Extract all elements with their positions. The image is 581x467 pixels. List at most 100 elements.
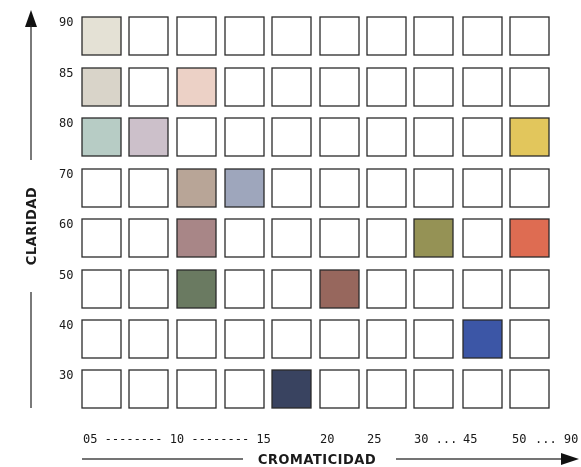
color-swatch (271, 369, 312, 409)
row-label-90: 90 (59, 15, 73, 29)
empty-cell (271, 67, 312, 107)
row-label-50: 50 (59, 268, 73, 282)
empty-cell (366, 369, 407, 409)
color-swatch (509, 117, 550, 157)
x-tick-05-10-15: 05 -------- 10 -------- 15 (83, 432, 271, 446)
empty-cell (81, 168, 122, 208)
color-swatch (224, 168, 265, 208)
empty-cell (462, 67, 503, 107)
empty-cell (128, 269, 169, 309)
color-swatch (509, 218, 550, 258)
empty-cell (224, 67, 265, 107)
color-swatch (81, 16, 122, 56)
empty-cell (176, 16, 217, 56)
color-swatch (176, 218, 217, 258)
empty-cell (509, 369, 550, 409)
empty-cell (224, 369, 265, 409)
empty-cell (462, 269, 503, 309)
empty-cell (509, 168, 550, 208)
grid-cells (81, 16, 550, 409)
empty-cell (176, 117, 217, 157)
empty-cell (319, 16, 360, 56)
y-axis-arrowhead (25, 10, 37, 27)
empty-cell (128, 218, 169, 258)
empty-cell (176, 369, 217, 409)
empty-cell (128, 369, 169, 409)
x-tick-90: ... 90 (535, 432, 578, 446)
color-swatch (176, 67, 217, 107)
empty-cell (366, 269, 407, 309)
x-tick-25: 25 (367, 432, 381, 446)
empty-cell (413, 117, 454, 157)
empty-cell (271, 168, 312, 208)
empty-cell (319, 168, 360, 208)
empty-cell (128, 319, 169, 359)
color-swatch (128, 117, 169, 157)
empty-cell (413, 67, 454, 107)
empty-cell (319, 218, 360, 258)
empty-cell (224, 218, 265, 258)
empty-cell (462, 117, 503, 157)
x-tick-45: 45 (463, 432, 477, 446)
row-label-30: 30 (59, 368, 73, 382)
empty-cell (413, 168, 454, 208)
x-tick-50: 50 (512, 432, 526, 446)
row-label-70: 70 (59, 167, 73, 181)
empty-cell (366, 319, 407, 359)
x-axis: CROMATICIDAD (82, 453, 579, 467)
x-axis-arrowhead (561, 453, 579, 465)
empty-cell (462, 16, 503, 56)
empty-cell (366, 16, 407, 56)
empty-cell (271, 319, 312, 359)
empty-cell (224, 319, 265, 359)
color-swatch (176, 269, 217, 309)
empty-cell (176, 319, 217, 359)
empty-cell (462, 168, 503, 208)
empty-cell (128, 67, 169, 107)
x-axis-title: CROMATICIDAD (258, 453, 376, 467)
y-axis: CLARIDAD (25, 10, 40, 408)
color-swatch (81, 67, 122, 107)
color-swatch (176, 168, 217, 208)
empty-cell (271, 117, 312, 157)
empty-cell (509, 67, 550, 107)
empty-cell (413, 369, 454, 409)
empty-cell (509, 16, 550, 56)
empty-cell (271, 16, 312, 56)
empty-cell (81, 218, 122, 258)
empty-cell (509, 269, 550, 309)
empty-cell (366, 117, 407, 157)
empty-cell (271, 218, 312, 258)
x-tick-30: 30 ... (414, 432, 457, 446)
empty-cell (224, 117, 265, 157)
row-label-60: 60 (59, 217, 73, 231)
empty-cell (224, 16, 265, 56)
color-swatch (319, 269, 360, 309)
empty-cell (319, 319, 360, 359)
color-swatch (413, 218, 454, 258)
x-tick-20: 20 (320, 432, 334, 446)
empty-cell (413, 269, 454, 309)
empty-cell (81, 369, 122, 409)
empty-cell (366, 67, 407, 107)
empty-cell (413, 319, 454, 359)
empty-cell (366, 218, 407, 258)
row-label-40: 40 (59, 318, 73, 332)
y-axis-title: CLARIDAD (25, 187, 40, 265)
empty-cell (81, 319, 122, 359)
empty-cell (319, 117, 360, 157)
color-swatch (81, 117, 122, 157)
empty-cell (413, 16, 454, 56)
empty-cell (224, 269, 265, 309)
empty-cell (509, 319, 550, 359)
row-label-80: 80 (59, 116, 73, 130)
row-labels: 90 85 80 70 60 50 40 30 (59, 15, 73, 382)
empty-cell (462, 369, 503, 409)
empty-cell (319, 67, 360, 107)
empty-cell (271, 269, 312, 309)
empty-cell (128, 168, 169, 208)
color-swatch (462, 319, 503, 359)
empty-cell (319, 369, 360, 409)
empty-cell (128, 16, 169, 56)
